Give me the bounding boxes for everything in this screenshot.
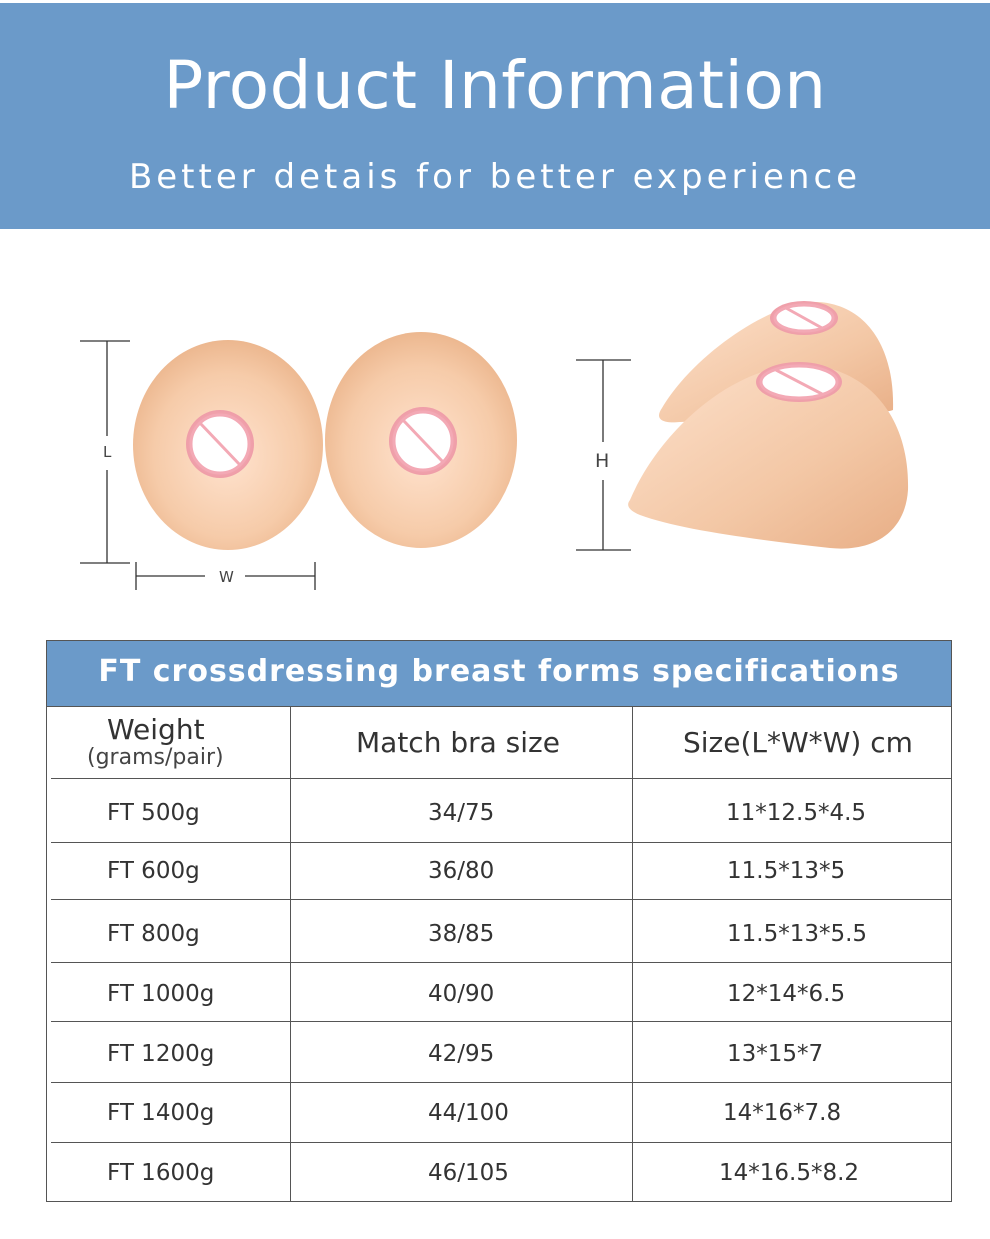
row-divider xyxy=(51,899,951,900)
table-title-bar: FT crossdressing breast forms specificat… xyxy=(47,641,951,707)
page-title: Product Information xyxy=(163,47,827,124)
table-row-weight: FT 800g xyxy=(107,921,200,947)
column-header-weight: Weight xyxy=(107,713,205,746)
row-divider xyxy=(51,1021,951,1022)
row-divider xyxy=(51,1082,951,1083)
table-row-dimensions: 11*12.5*4.5 xyxy=(726,800,867,826)
table-row-bra-size: 40/90 xyxy=(428,981,495,1007)
column-header-weight-unit: (grams/pair) xyxy=(87,745,224,770)
table-row-weight: FT 500g xyxy=(107,800,200,826)
width-label: W xyxy=(219,568,234,586)
length-guide: L xyxy=(80,340,130,564)
table-row-bra-size: 34/75 xyxy=(428,800,495,826)
front-view-form-right xyxy=(325,332,517,548)
table-row-bra-size: 44/100 xyxy=(428,1100,509,1126)
column-divider xyxy=(290,707,291,1201)
front-view-form-left xyxy=(133,340,323,550)
table-row-weight: FT 1200g xyxy=(107,1041,215,1067)
table-row-dimensions: 14*16.5*8.2 xyxy=(719,1160,860,1186)
table-row-dimensions: 11.5*13*5 xyxy=(727,858,846,884)
table-row-weight: FT 600g xyxy=(107,858,200,884)
width-guide: W xyxy=(135,562,316,590)
row-divider xyxy=(51,1142,951,1143)
specifications-table: FT crossdressing breast forms specificat… xyxy=(46,640,952,1202)
row-divider xyxy=(51,778,951,779)
column-header-dimensions: Size(L*W*W) cm xyxy=(683,726,913,759)
table-row-dimensions: 11.5*13*5.5 xyxy=(727,921,868,947)
table-row-weight: FT 1000g xyxy=(107,981,215,1007)
table-row-bra-size: 38/85 xyxy=(428,921,495,947)
table-row-dimensions: 12*14*6.5 xyxy=(727,981,846,1007)
height-label: H xyxy=(595,450,609,472)
table-row-weight: FT 1400g xyxy=(107,1100,215,1126)
table-row-weight: FT 1600g xyxy=(107,1160,215,1186)
table-title: FT crossdressing breast forms specificat… xyxy=(98,654,900,689)
row-divider xyxy=(51,962,951,963)
header-banner: Product Information Better detais for be… xyxy=(0,3,990,229)
column-header-bra-size: Match bra size xyxy=(356,726,560,759)
side-view-form-front xyxy=(628,362,909,549)
page-subtitle: Better detais for better experience xyxy=(128,157,862,197)
product-figure: L W H xyxy=(0,290,990,610)
table-row-bra-size: 42/95 xyxy=(428,1041,495,1067)
table-row-dimensions: 13*15*7 xyxy=(727,1041,824,1067)
table-row-dimensions: 14*16*7.8 xyxy=(723,1100,842,1126)
table-row-bra-size: 46/105 xyxy=(428,1160,509,1186)
table-row-bra-size: 36/80 xyxy=(428,858,495,884)
height-guide: H xyxy=(576,359,631,551)
column-divider xyxy=(632,707,633,1201)
row-divider xyxy=(51,842,951,843)
length-label: L xyxy=(103,443,112,461)
